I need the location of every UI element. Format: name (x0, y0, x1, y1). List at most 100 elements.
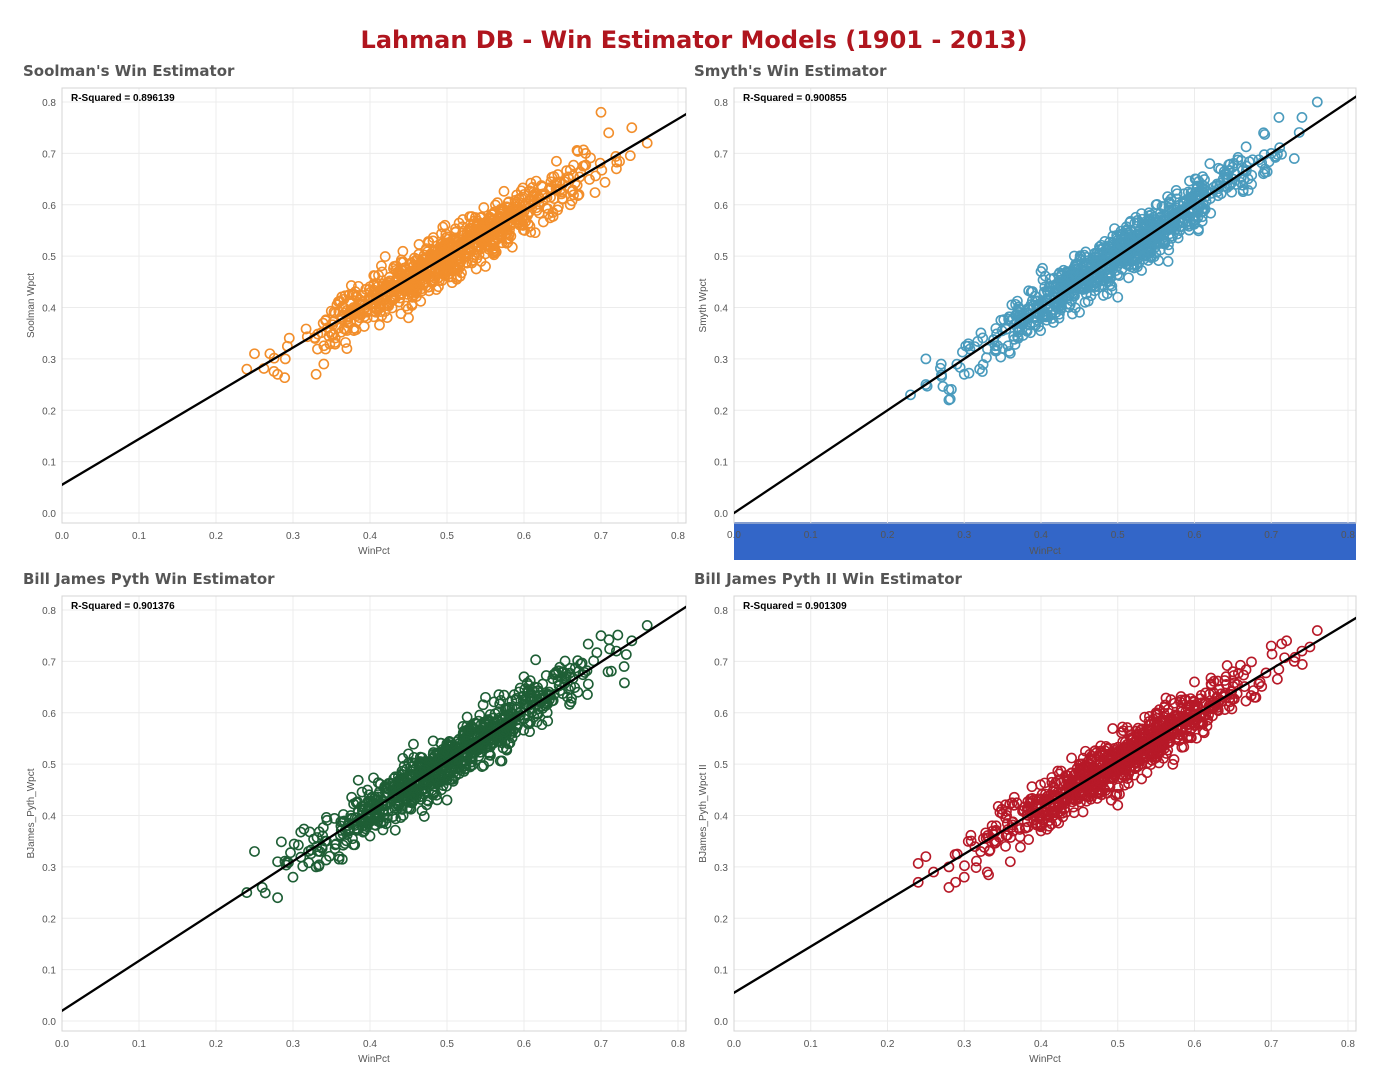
scatter-point (473, 750, 485, 762)
scatter-point (431, 256, 443, 268)
scatter-point (320, 314, 332, 326)
scatter-point (1087, 761, 1099, 773)
scatter-point (1061, 298, 1073, 310)
scatter-point (452, 233, 464, 245)
scatter-point (490, 228, 501, 240)
scatter-point (1174, 217, 1186, 229)
scatter-point (1103, 779, 1114, 791)
scatter-point (359, 311, 370, 322)
x-tick-label: 0.0 (727, 530, 741, 541)
scatter-point (1150, 199, 1162, 211)
y-tick-label: 0.2 (714, 914, 728, 925)
scatter-point (358, 321, 370, 332)
scatter-point (1311, 96, 1323, 108)
scatter-point (312, 343, 323, 355)
scatter-point (1067, 308, 1078, 320)
chart-smyth[interactable]: 0.0 0.1 0.2 0.3 0.4 0.5 0.6 0.7 0.8 0.0 0.1 0.2 0.3 0… (694, 80, 1388, 560)
scatter-point (1005, 315, 1017, 326)
y-tick-label: 0.6 (42, 709, 56, 720)
scatter-point (912, 876, 924, 888)
scatter-point (618, 661, 630, 672)
x-tick-label: 0.1 (132, 531, 146, 542)
scatter-point (1136, 218, 1148, 230)
scatter-point (1154, 208, 1166, 219)
y-axis-label: BJames_Pyth_Wpct (26, 768, 37, 858)
scatter-point (1174, 225, 1186, 237)
scatter-point (1133, 228, 1144, 240)
scatter-point (1048, 280, 1060, 291)
y-tick-label: 0.4 (42, 304, 56, 315)
scatter-point (1169, 697, 1180, 709)
scatter-point (1276, 148, 1287, 160)
scatter-point (566, 692, 577, 704)
scatter-point (381, 312, 393, 323)
scatter-point (1068, 801, 1079, 813)
scatter-point (1074, 250, 1086, 262)
scatter-point (537, 216, 549, 228)
x-tick-label: 0.8 (671, 531, 685, 542)
scatter-point (1105, 748, 1117, 760)
scatter-point (1237, 179, 1249, 191)
scatter-point (981, 866, 993, 878)
r-squared-label: R-Squared = 0.900855 (743, 93, 847, 104)
scatter-point (1150, 707, 1162, 719)
scatter-point (1002, 340, 1014, 352)
scatter-point (488, 696, 500, 708)
scatter-point (1035, 266, 1047, 277)
y-tick-label: 0.1 (42, 458, 56, 469)
scatter-point (472, 240, 484, 252)
scatter-point (326, 329, 338, 340)
scatter-point (1008, 799, 1020, 811)
scatter-point (1311, 625, 1323, 636)
scatter-point (1007, 313, 1019, 325)
y-tick-label: 0.4 (714, 812, 728, 823)
x-axis-label: WinPct (1029, 546, 1061, 557)
scatter-point (1049, 285, 1061, 297)
x-axis-highlight-band[interactable] (734, 522, 1356, 560)
scatter-point (519, 683, 531, 695)
scatter-point (1058, 264, 1069, 276)
scatter-point (1025, 327, 1036, 339)
scatter-point (506, 695, 518, 707)
scatter-point (970, 862, 982, 874)
scatter-point (1045, 805, 1057, 817)
y-tick-label: 0.5 (714, 252, 728, 263)
scatter-point (1288, 655, 1300, 667)
y-tick-label: 0.7 (714, 149, 728, 160)
scatter-point (920, 353, 932, 365)
scatter-point (1077, 806, 1089, 818)
scatter-point (279, 353, 291, 365)
scatter-point (559, 655, 571, 667)
scatter-point (1205, 672, 1217, 684)
scatter-point (1035, 825, 1047, 837)
x-tick-label: 0.4 (1034, 1039, 1048, 1050)
scatter-point (624, 150, 636, 162)
y-tick-label: 0.0 (714, 509, 728, 520)
scatter-point (459, 760, 471, 772)
scatter-point (318, 358, 330, 370)
scatter-point (1026, 781, 1038, 793)
scatter-point (582, 638, 594, 650)
scatter-point (362, 795, 374, 807)
scatter-point (1265, 147, 1277, 159)
scatter-point (1112, 291, 1124, 303)
scatter-point (446, 277, 458, 289)
scatter-point (391, 797, 402, 809)
chart-bjames-pyth[interactable]: 0.0 0.1 0.2 0.3 0.4 0.5 0.6 0.7 0.8 0.0 0.1 0.2 0.3 0… (0, 588, 694, 1068)
scatter-point (428, 752, 440, 764)
scatter-point (962, 338, 974, 350)
scatter-point (1004, 856, 1016, 868)
scatter-point (1207, 710, 1218, 722)
scatter-point (500, 710, 512, 721)
scatter-point (435, 771, 446, 782)
chart-soolman[interactable]: 0.0 0.1 0.2 0.3 0.4 0.5 0.6 0.7 0.8 0.0 0.1 0.2 0.3 0… (0, 80, 694, 560)
scatter-point (347, 839, 359, 851)
chart-bjames-pyth-ii[interactable]: 0.0 0.1 0.2 0.3 0.4 0.5 0.6 0.7 0.8 0.0 0.1 0.2 0.3 0… (694, 588, 1388, 1068)
scatter-point (329, 812, 340, 824)
scatter-point (1098, 290, 1109, 301)
scatter-point (1141, 218, 1153, 230)
scatter-point (441, 265, 453, 277)
scatter-point (1212, 675, 1224, 687)
scatter-point (1073, 758, 1085, 770)
scatter-point (368, 772, 379, 784)
